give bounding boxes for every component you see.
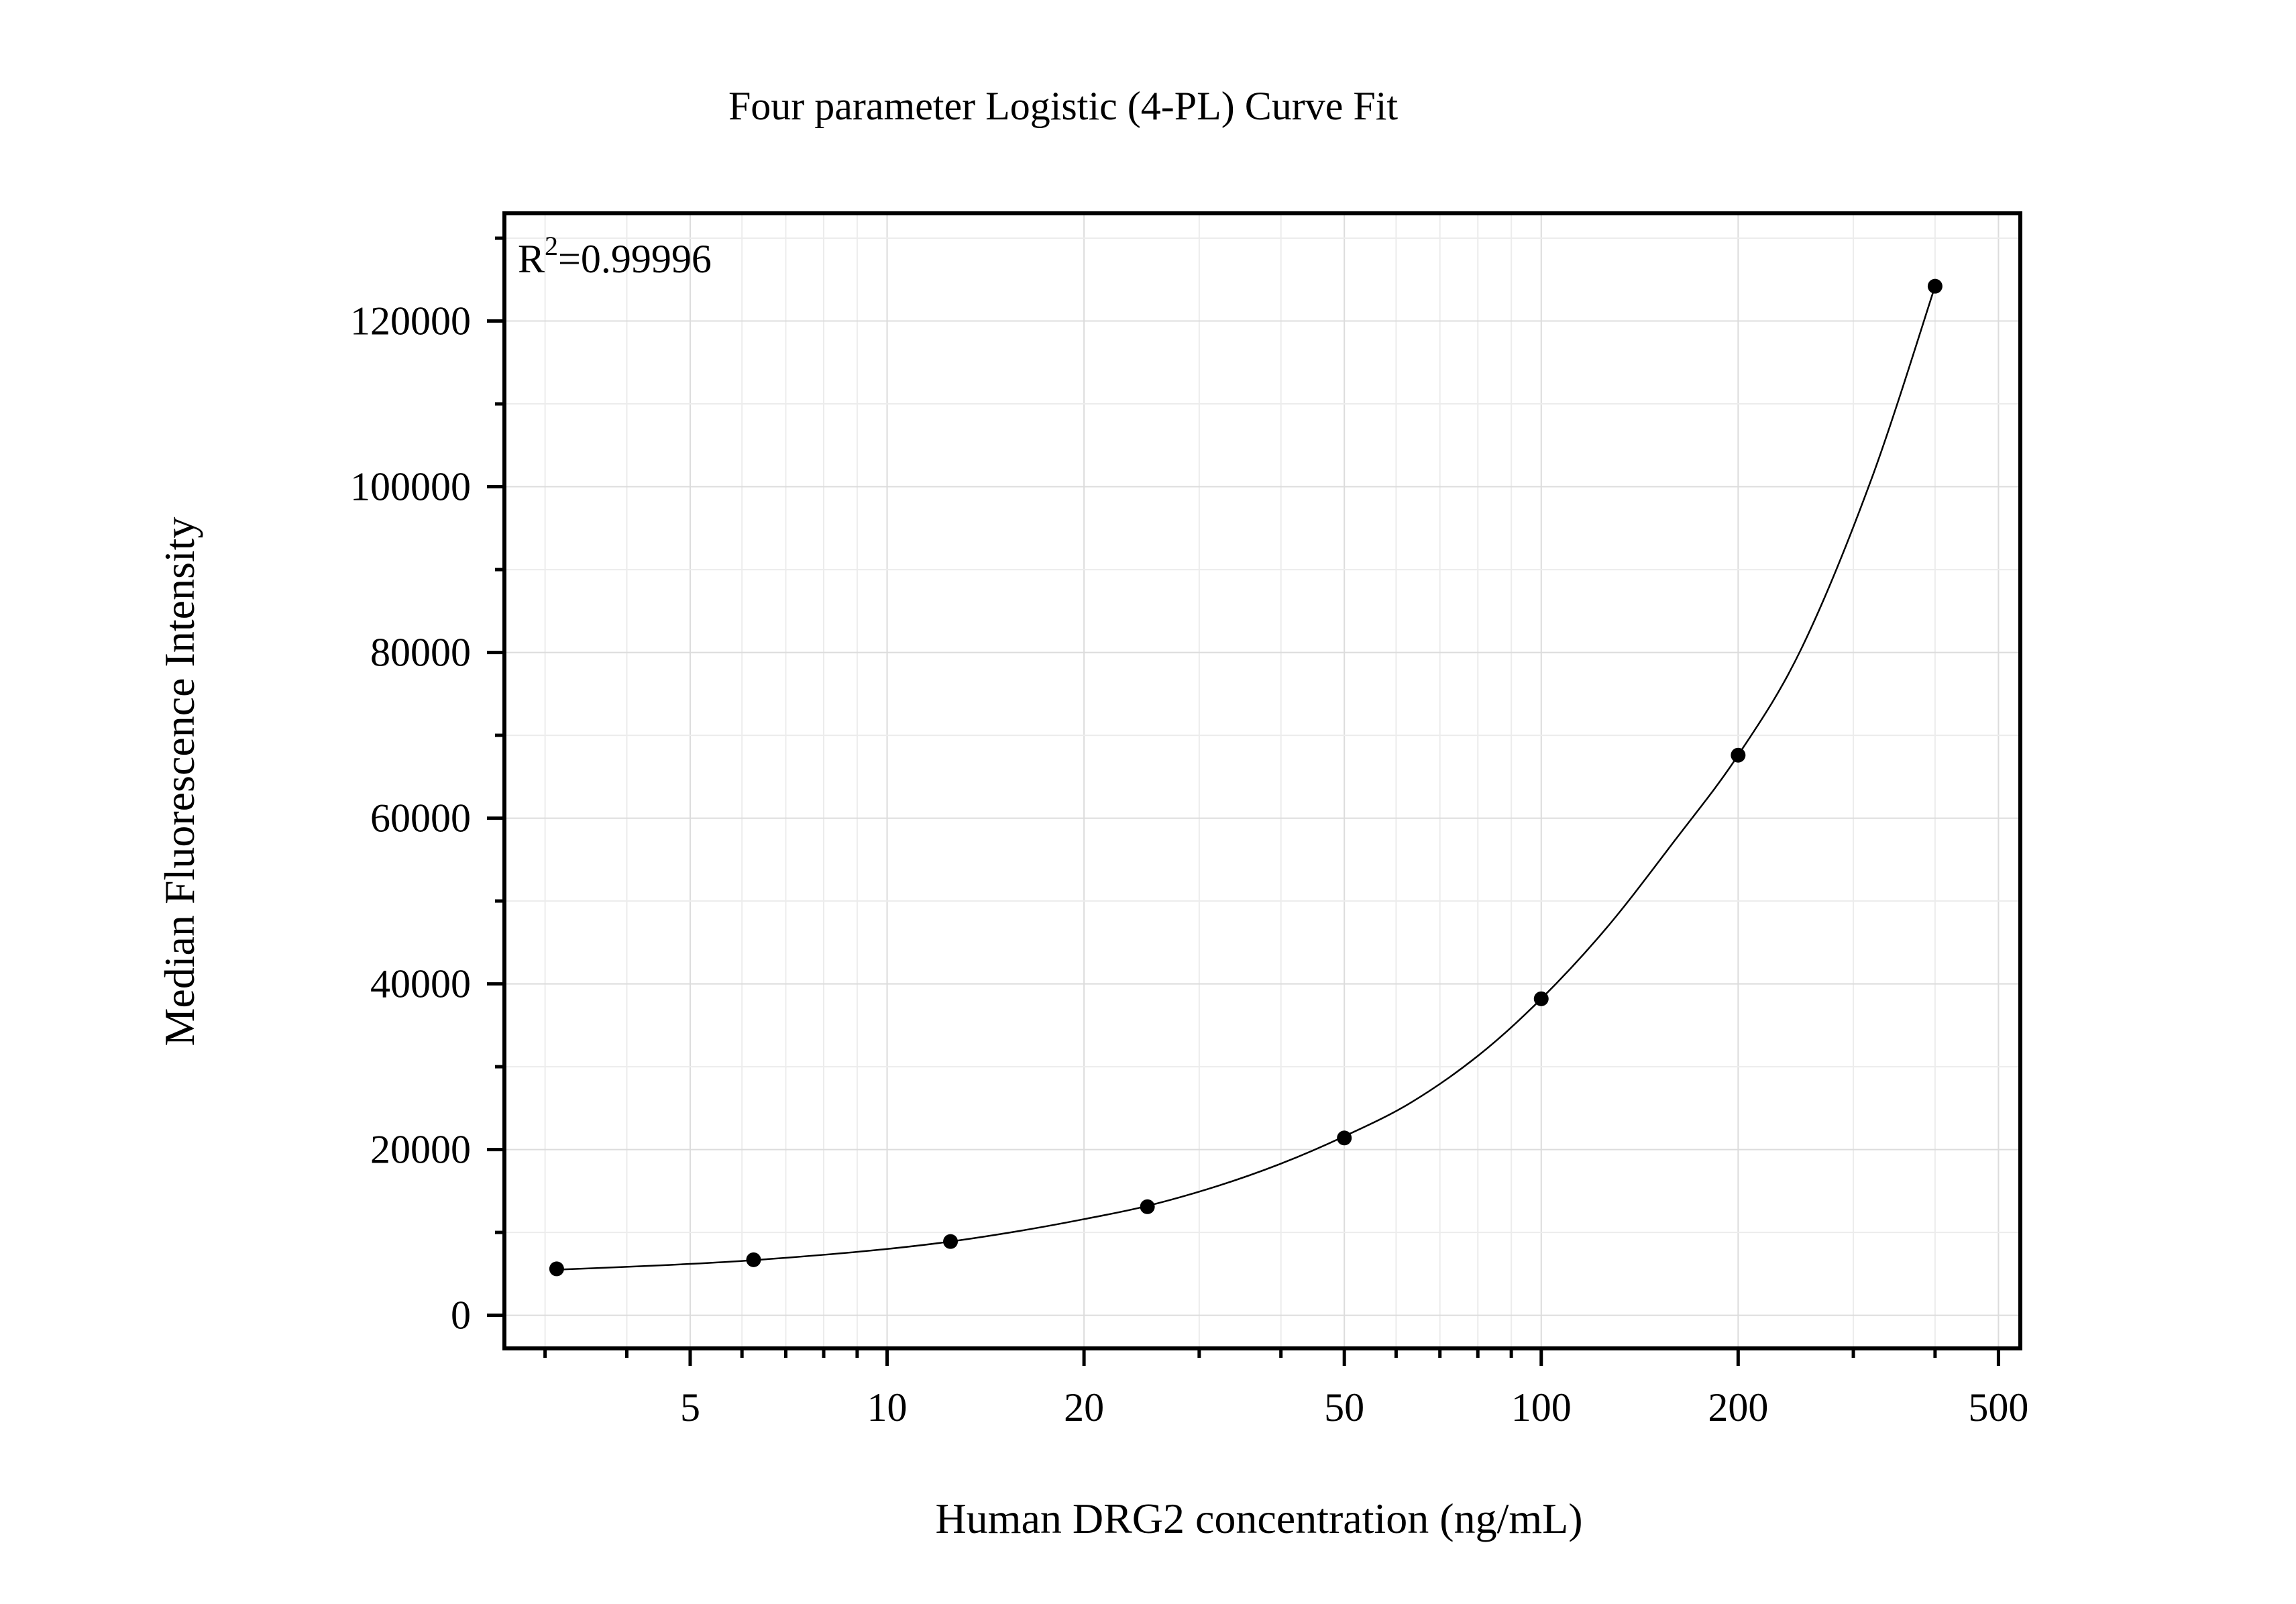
grid xyxy=(504,213,2020,1348)
y-tick-label: 40000 xyxy=(370,962,471,1006)
data-point xyxy=(549,1261,564,1277)
tick-labels: 5 10 20 50 100 200 500 0 20000 40000 60000 80000 100… xyxy=(350,299,2028,1430)
r-squared-base: R xyxy=(518,237,545,281)
data-point xyxy=(943,1234,959,1249)
r-squared-annotation: R2=0.99996 xyxy=(518,231,712,281)
x-tick-label: 500 xyxy=(1968,1385,2028,1430)
r-squared-value: =0.99996 xyxy=(558,237,712,281)
y-tick-label: 0 xyxy=(451,1293,471,1338)
data-point xyxy=(746,1252,761,1267)
data-point xyxy=(1927,278,1943,294)
y-tick-label: 100000 xyxy=(350,465,471,509)
x-tick-label: 50 xyxy=(1324,1385,1364,1430)
y-tick-label: 120000 xyxy=(350,299,471,343)
chart-title: Four parameter Logistic (4-PL) Curve Fit xyxy=(728,84,1398,128)
plot-frame xyxy=(502,211,2022,1350)
ticks xyxy=(487,236,2000,1366)
x-tick-label: 5 xyxy=(680,1385,700,1430)
data-point xyxy=(1731,747,1746,763)
x-tick-label: 100 xyxy=(1511,1385,1572,1430)
x-tick-label: 200 xyxy=(1708,1385,1768,1430)
x-tick-label: 20 xyxy=(1064,1385,1104,1430)
x-axis-label: Human DRG2 concentration (ng/mL) xyxy=(935,1495,1582,1542)
data-point xyxy=(1533,991,1549,1006)
x-tick-label: 10 xyxy=(867,1385,908,1430)
y-tick-label: 20000 xyxy=(370,1128,471,1172)
r-squared-sup: 2 xyxy=(545,231,558,261)
data-point xyxy=(1337,1130,1352,1146)
y-tick-label: 60000 xyxy=(370,796,471,841)
fit-curve xyxy=(556,286,1936,1271)
y-axis-label: Median Fluorescence Intensity xyxy=(156,517,203,1046)
y-tick-label: 80000 xyxy=(370,631,471,675)
series-layer xyxy=(549,278,1943,1277)
data-point xyxy=(1140,1199,1155,1214)
